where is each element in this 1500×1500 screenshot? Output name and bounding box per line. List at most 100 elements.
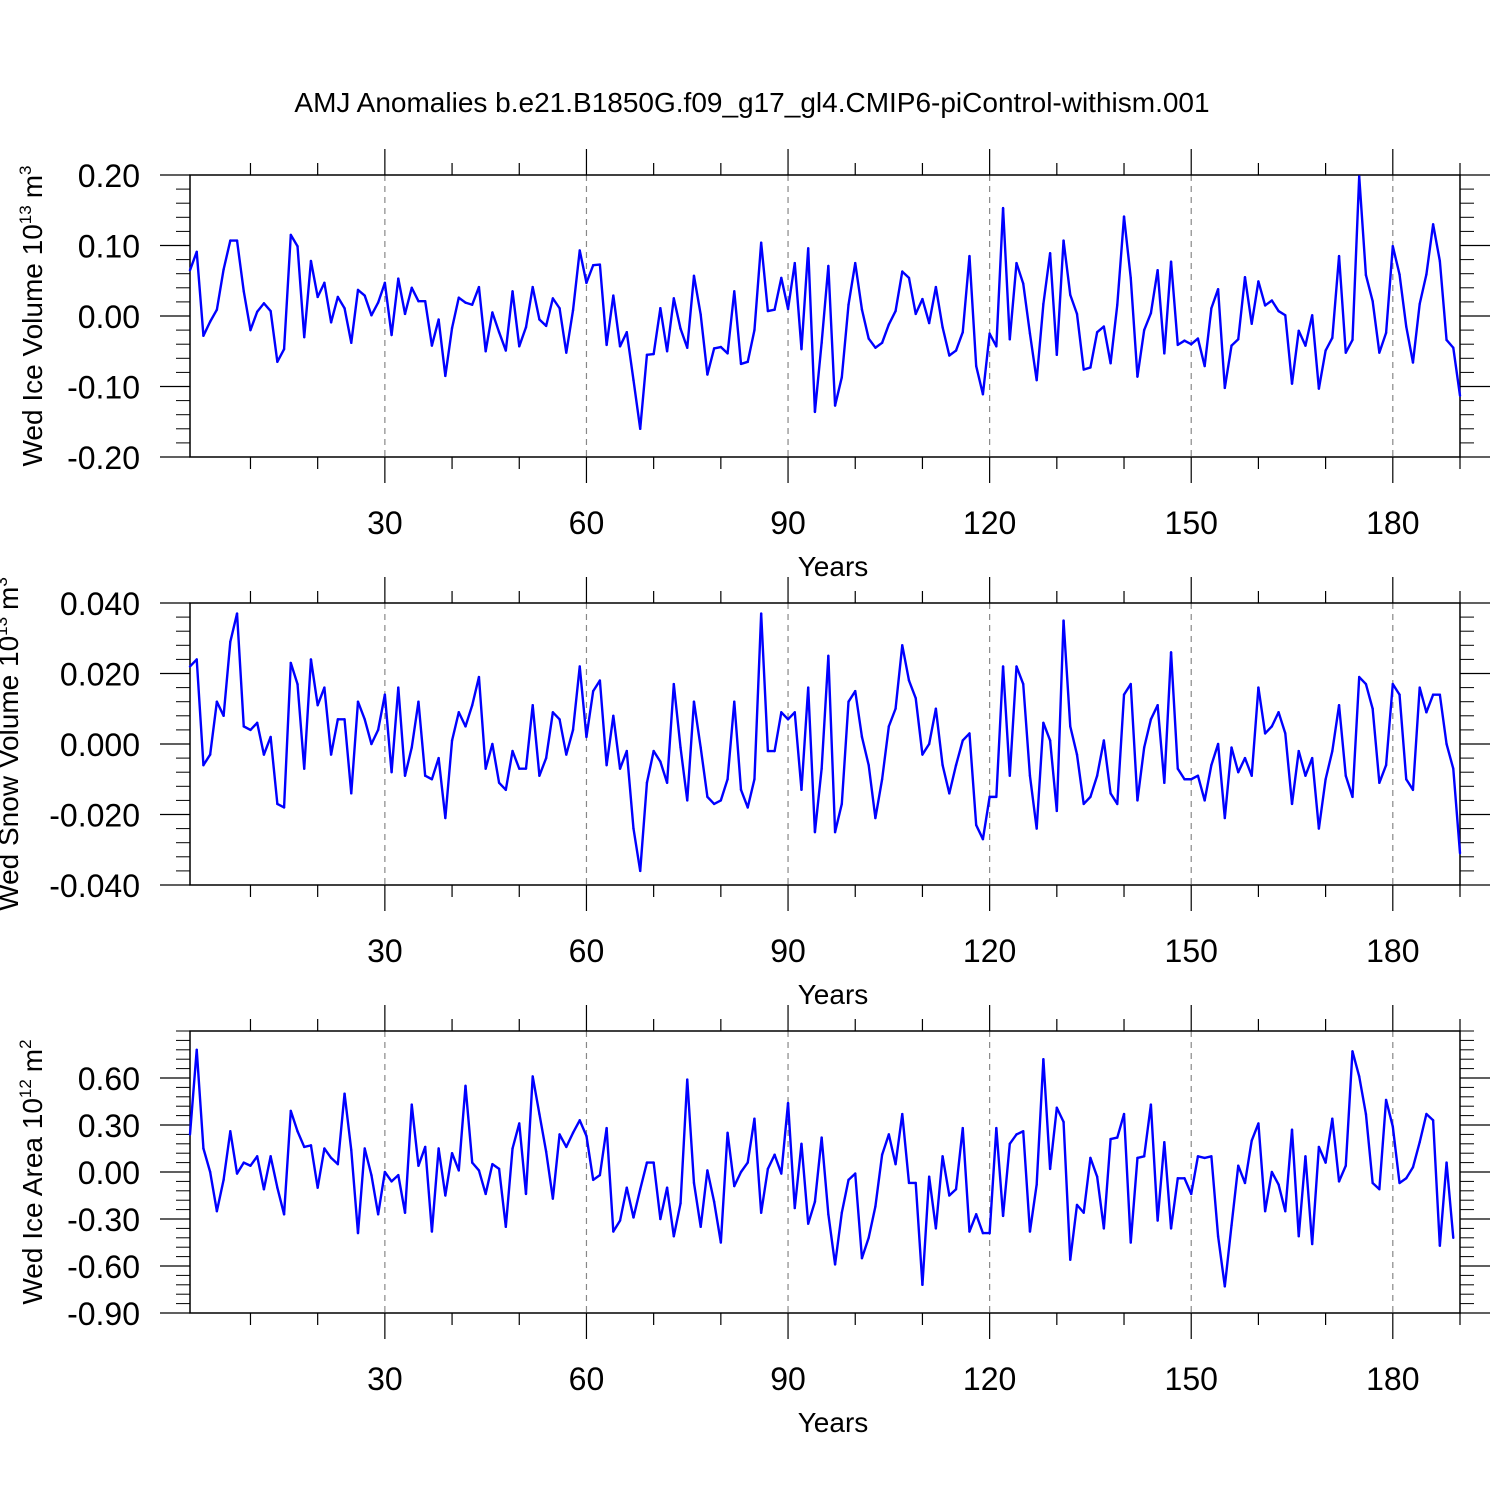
series-segment	[437, 1147, 447, 1197]
series-segment	[235, 239, 245, 293]
series-segment	[511, 1122, 521, 1150]
series-segment	[1062, 1120, 1072, 1261]
series-segment	[1075, 753, 1085, 806]
y-tick-label: -0.020	[49, 798, 140, 834]
series-segment	[222, 239, 232, 271]
series-segment	[1028, 332, 1038, 382]
series-segment	[565, 1131, 575, 1149]
series-segment	[968, 732, 978, 827]
series-segment	[1008, 1133, 1018, 1146]
series-segment	[518, 326, 528, 348]
series-segment	[289, 233, 299, 248]
series-segment	[497, 781, 508, 792]
series-segment	[1243, 1139, 1253, 1185]
series-segment	[356, 1147, 366, 1235]
series-segment	[659, 760, 669, 784]
series-segment	[195, 250, 205, 337]
series-segment	[854, 1172, 864, 1260]
series-segment	[269, 735, 279, 806]
series-line	[188, 175, 1462, 430]
series-segment	[1257, 280, 1267, 307]
series-segment	[1136, 328, 1146, 378]
series-segment	[719, 345, 729, 355]
series-segment	[1310, 756, 1321, 830]
series-segment	[1391, 245, 1401, 276]
series-segment	[350, 288, 360, 344]
series-segment	[350, 1148, 360, 1235]
series-segment	[726, 290, 736, 355]
series-segment	[1028, 774, 1038, 830]
series-segment	[612, 714, 622, 770]
series-segment	[1324, 1117, 1334, 1164]
series-segment	[854, 261, 864, 311]
series-segment	[813, 341, 823, 414]
series-segment	[921, 742, 931, 756]
series-segment	[605, 714, 615, 767]
series-segment	[1216, 1235, 1227, 1288]
series-segment	[894, 1112, 904, 1166]
series-segment	[316, 686, 326, 707]
series-segment	[995, 1126, 1005, 1218]
series-segment	[860, 735, 870, 767]
series-segment	[800, 247, 810, 351]
series-segment	[759, 1167, 770, 1214]
series-segment	[376, 1170, 387, 1216]
series-segment	[276, 347, 286, 364]
series-segment	[1277, 711, 1287, 735]
x-tick-label: 120	[963, 933, 1016, 969]
series-segment	[437, 756, 447, 820]
series-segment	[202, 1147, 212, 1174]
series-segment	[215, 268, 225, 311]
series-segment	[679, 746, 689, 802]
series-segment	[255, 721, 266, 756]
series-segment	[276, 1186, 286, 1216]
series-segment	[1452, 767, 1462, 855]
series-segment	[948, 349, 958, 357]
series-segment	[457, 296, 467, 304]
series-segment	[1169, 1177, 1179, 1230]
series-segment	[1250, 686, 1260, 777]
series-segment	[565, 728, 575, 756]
series-segment	[625, 331, 635, 382]
series-segment	[927, 707, 938, 746]
series-segment	[1364, 1112, 1374, 1185]
series-segment	[1438, 1161, 1448, 1247]
series-segment	[1082, 1156, 1092, 1214]
series-segment	[316, 1147, 326, 1189]
series-segment	[867, 1205, 877, 1240]
series-segment	[1351, 1050, 1361, 1078]
x-tick-label: 150	[1165, 505, 1218, 541]
series-segment	[1062, 239, 1072, 297]
series-segment	[524, 285, 534, 329]
x-tick-label: 90	[770, 1361, 806, 1397]
series-segment	[793, 261, 803, 351]
series-segment	[686, 700, 696, 802]
series-segment	[652, 1161, 662, 1221]
series-segment	[518, 1122, 528, 1196]
series-segment	[645, 749, 655, 784]
series-segment	[746, 1117, 756, 1164]
series-segment	[1042, 1057, 1052, 1171]
series-segment	[954, 1126, 964, 1191]
y-tick-label: -0.10	[67, 370, 140, 406]
series-segment	[1364, 273, 1374, 303]
series-segment	[1223, 746, 1233, 820]
series-segment	[995, 665, 1005, 799]
series-segment	[195, 1048, 205, 1150]
series-segment	[1163, 260, 1173, 355]
series-segment	[833, 376, 843, 407]
series-segment	[598, 1126, 608, 1177]
series-segment	[1001, 206, 1011, 341]
series-segment	[1257, 1122, 1267, 1213]
series-segment	[1391, 1125, 1401, 1185]
series-segment	[195, 658, 205, 767]
series-line	[188, 1048, 1455, 1288]
series-segment	[1095, 739, 1106, 777]
series-segment	[1310, 1145, 1321, 1246]
series-segment	[1022, 682, 1032, 777]
series-segment	[1149, 1103, 1159, 1222]
series-segment	[1149, 704, 1159, 721]
series-segment	[1263, 725, 1274, 735]
series-segment	[585, 689, 595, 739]
series-segment	[289, 661, 299, 686]
